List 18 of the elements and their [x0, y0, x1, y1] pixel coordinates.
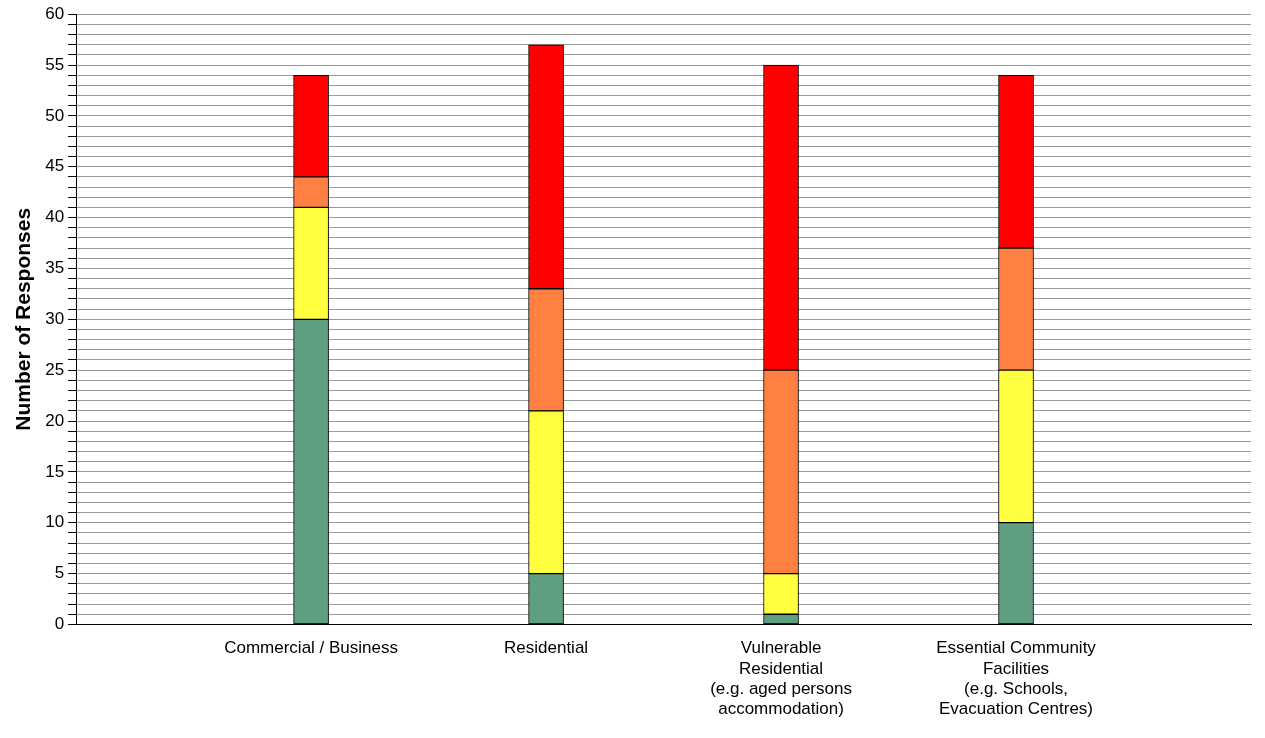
y-tick-label: 20: [45, 410, 65, 430]
y-tick-label: 35: [45, 258, 65, 278]
y-tick-label: 10: [45, 512, 65, 532]
y-tick-label: 30: [45, 308, 65, 328]
y-tick-label: 25: [45, 359, 65, 379]
x-tick-label: Vulnerable Residential (e.g. aged persons accommodation): [710, 638, 852, 719]
y-tick-label: 15: [45, 461, 65, 481]
y-tick-label: 55: [45, 54, 65, 74]
y-tick-label: 5: [54, 563, 65, 583]
y-tick-label: 45: [45, 156, 65, 176]
y-tick-label: 60: [45, 3, 65, 23]
x-tick-label: Commercial / Business: [224, 638, 398, 658]
y-tick-label: 0: [54, 614, 65, 634]
y-axis-title: Number of Responses: [11, 207, 35, 431]
y-tick-label: 40: [45, 207, 65, 227]
x-tick-label: Residential: [504, 638, 589, 658]
x-tick-label: Essential Community Facilities (e.g. Schools, Evacuation Centres): [936, 638, 1097, 719]
y-tick-label: 50: [45, 105, 65, 125]
